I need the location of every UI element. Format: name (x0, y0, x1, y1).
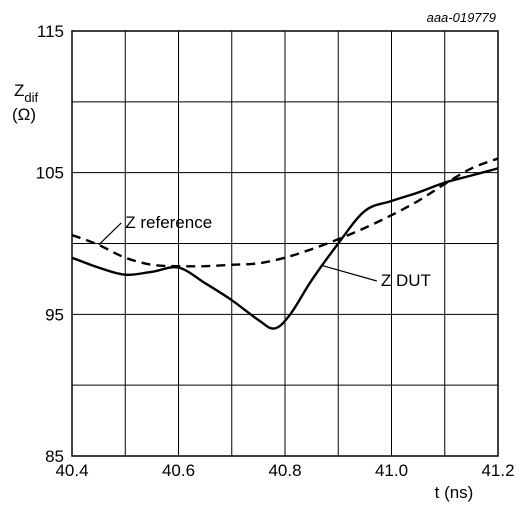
x-tick-label: 40.6 (162, 461, 195, 480)
annotation-z-dut-leader (322, 265, 378, 282)
x-tick-label: 41.0 (375, 461, 408, 480)
x-tick-label: 40.8 (268, 461, 301, 480)
plot-frame (71, 30, 499, 457)
x-axis-label: t (ns) (435, 483, 474, 502)
x-tick-label: 40.4 (55, 461, 88, 480)
annotation-z-reference-leader (98, 222, 122, 246)
y-tick-label: 95 (45, 305, 64, 324)
x-tick-label: 41.2 (481, 461, 514, 480)
y-tick-label: 115 (37, 22, 64, 41)
annotation-z-reference: Z reference (125, 213, 212, 232)
plot-area (71, 157, 499, 330)
tick-labels: 40.4 40.6 40.8 41.0 41.2 85 95 105 115 (36, 22, 515, 480)
y-tick-label: 105 (36, 164, 64, 183)
series-z-reference (71, 157, 499, 268)
annotation-z-dut: Z DUT (381, 271, 431, 290)
y-axis-label-unit: (Ω) (12, 105, 36, 124)
series-z-dut (71, 167, 499, 330)
y-axis-label-main: Z (14, 81, 24, 100)
y-tick-label: 85 (45, 447, 64, 466)
annotations: Z reference Z DUT (98, 213, 431, 290)
y-axis-label: Zdif (Ω) (12, 81, 39, 124)
grid (71, 30, 499, 457)
y-axis-label-sub: dif (24, 90, 38, 105)
svg-text:Zdif: Zdif (14, 81, 39, 105)
figure-id: aaa-019779 (427, 10, 496, 25)
